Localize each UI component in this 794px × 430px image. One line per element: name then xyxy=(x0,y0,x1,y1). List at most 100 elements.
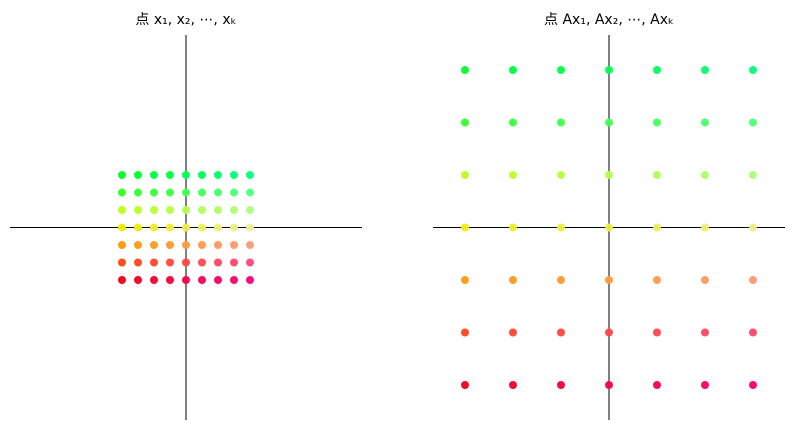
point xyxy=(198,206,206,214)
point xyxy=(150,241,158,249)
point xyxy=(461,171,469,179)
point xyxy=(166,258,174,267)
point xyxy=(701,328,709,337)
point xyxy=(198,241,206,249)
point xyxy=(198,223,206,232)
point xyxy=(118,223,126,232)
point xyxy=(749,171,757,179)
point xyxy=(134,276,142,284)
point xyxy=(246,206,254,214)
point xyxy=(557,118,565,127)
point xyxy=(182,241,190,249)
point xyxy=(134,223,142,232)
point xyxy=(198,276,206,284)
point xyxy=(653,328,661,337)
point xyxy=(214,276,222,284)
point xyxy=(246,241,254,249)
point xyxy=(653,381,661,389)
point xyxy=(150,171,158,179)
point xyxy=(701,171,709,179)
point xyxy=(214,171,222,179)
point xyxy=(214,258,222,267)
point xyxy=(461,118,469,127)
point xyxy=(557,223,565,232)
point xyxy=(198,171,206,179)
point xyxy=(246,223,254,232)
point xyxy=(246,276,254,284)
point xyxy=(182,258,190,267)
point xyxy=(182,276,190,284)
point xyxy=(166,188,174,197)
point xyxy=(701,381,709,389)
point xyxy=(230,241,238,249)
point xyxy=(134,258,142,267)
point xyxy=(557,66,565,74)
point xyxy=(150,258,158,267)
point xyxy=(134,241,142,249)
point xyxy=(509,171,517,179)
point xyxy=(246,171,254,179)
point xyxy=(605,276,613,284)
point xyxy=(134,206,142,214)
point xyxy=(214,188,222,197)
point xyxy=(166,206,174,214)
point xyxy=(509,276,517,284)
point xyxy=(701,223,709,232)
point xyxy=(509,66,517,74)
point xyxy=(749,381,757,389)
point xyxy=(150,188,158,197)
point xyxy=(605,171,613,179)
point xyxy=(118,206,126,214)
point xyxy=(230,223,238,232)
point xyxy=(605,118,613,127)
point xyxy=(509,328,517,337)
point xyxy=(749,328,757,337)
chart-title: 点 x₁, x₂, ⋯, xₖ xyxy=(135,12,236,28)
point xyxy=(182,188,190,197)
point xyxy=(150,223,158,232)
point xyxy=(509,118,517,127)
point xyxy=(701,118,709,127)
point xyxy=(461,66,469,74)
point xyxy=(653,276,661,284)
point xyxy=(118,276,126,284)
point xyxy=(461,328,469,337)
point xyxy=(246,188,254,197)
point xyxy=(182,223,190,232)
point xyxy=(701,276,709,284)
point xyxy=(230,276,238,284)
point xyxy=(214,223,222,232)
point xyxy=(749,118,757,127)
point xyxy=(230,206,238,214)
point xyxy=(653,223,661,232)
point xyxy=(701,66,709,74)
point xyxy=(214,206,222,214)
point xyxy=(166,276,174,284)
point xyxy=(166,171,174,179)
point xyxy=(557,328,565,337)
point xyxy=(118,171,126,179)
point xyxy=(509,223,517,232)
point xyxy=(214,241,222,249)
point xyxy=(246,258,254,267)
point xyxy=(605,66,613,74)
point xyxy=(461,381,469,389)
point xyxy=(605,328,613,337)
point xyxy=(557,171,565,179)
point xyxy=(653,118,661,127)
point xyxy=(749,223,757,232)
point xyxy=(230,258,238,267)
point xyxy=(509,381,517,389)
point xyxy=(150,206,158,214)
point xyxy=(557,276,565,284)
point xyxy=(198,258,206,267)
point xyxy=(461,276,469,284)
point xyxy=(134,188,142,197)
point xyxy=(605,223,613,232)
point xyxy=(166,223,174,232)
point xyxy=(118,241,126,249)
point xyxy=(198,188,206,197)
point xyxy=(118,188,126,197)
point xyxy=(182,171,190,179)
